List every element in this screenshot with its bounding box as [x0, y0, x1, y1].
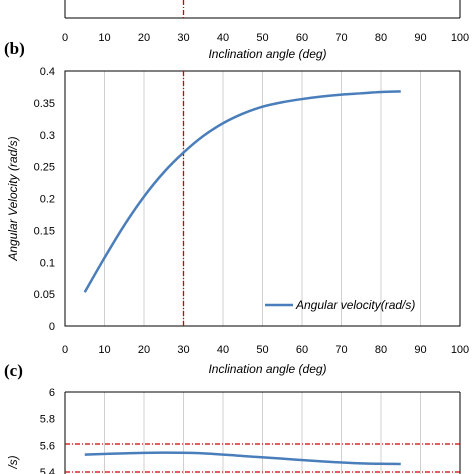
- panel-c-y-tick-label: 5.8: [40, 414, 55, 426]
- panel-b-y-tick-label: 0.05: [34, 289, 55, 301]
- panel-b-x-tick-label: 70: [335, 344, 347, 356]
- panel-b-x-tick-label: 30: [177, 344, 189, 356]
- panel-a-x-tick-label: 60: [296, 32, 308, 44]
- panel-b-x-tick-label: 0: [62, 344, 68, 356]
- panel-c-y-axis-title: /s): [6, 455, 20, 469]
- panel-c-y-tick-label: 6: [49, 387, 55, 399]
- panel-b-legend-label: Angular velocity(rad/s): [295, 298, 415, 312]
- panel-b-y-tick-label: 0.35: [34, 98, 55, 110]
- panel-b-x-tick-label: 50: [256, 344, 268, 356]
- panel-b-y-tick-label: 0.2: [40, 194, 55, 206]
- panel-a-x-tick-label: 40: [217, 32, 229, 44]
- panel-a: 0 10 20 30 40 50 60 70 80 90 100 Inclination angle …: [62, 0, 469, 61]
- panel-a-x-tick-label: 80: [375, 32, 387, 44]
- panel-c-y-tick-label: 5.6: [40, 440, 55, 452]
- panel-a-x-tick-label: 90: [414, 32, 426, 44]
- panel-c-label: (c): [4, 361, 23, 380]
- panel-b-x-tick-label: 10: [98, 344, 110, 356]
- panel-b-plot-frame: [64, 70, 461, 327]
- panel-b-y-tick-label: 0.3: [40, 130, 55, 142]
- panel-a-x-tick-label: 70: [335, 32, 347, 44]
- panel-b: (b) 0 0.05 0.1 0.15 0.2 0.25 0.3 0.35 0.4 0 10 20 30…: [4, 39, 469, 376]
- panel-b-x-tick-label: 100: [451, 344, 469, 356]
- panel-b-label: (b): [4, 39, 25, 58]
- panel-a-x-tick-label: 100: [451, 32, 469, 44]
- panel-b-y-tick-label: 0.15: [34, 225, 55, 237]
- panel-a-x-axis-title: Inclination angle (deg): [208, 47, 326, 61]
- panel-b-series-line: [83, 90, 401, 293]
- panel-b-x-axis-title: Inclination angle (deg): [208, 362, 326, 376]
- panel-b-x-tick-label: 40: [217, 344, 229, 356]
- panel-b-y-tick-label: 0: [49, 321, 55, 333]
- panel-b-x-tick-label: 20: [138, 344, 150, 356]
- panel-b-y-axis-title: Angular Velocity (rad/s): [6, 136, 20, 261]
- panel-c: (c) 5.4 5.6 5.8 6/s): [4, 361, 461, 474]
- panel-c-series-line: [84, 451, 401, 466]
- panel-b-y-tick-label: 0.1: [40, 257, 55, 269]
- panel-a-x-tick-label: 50: [256, 32, 268, 44]
- panel-a-x-tick-label: 10: [98, 32, 110, 44]
- panel-b-x-tick-label: 60: [296, 344, 308, 356]
- panel-a-x-tick-label: 30: [177, 32, 189, 44]
- panel-b-x-tick-label: 90: [414, 344, 426, 356]
- panel-b-y-tick-label: 0.4: [40, 66, 55, 78]
- panel-b-y-tick-label: 0.25: [34, 162, 55, 174]
- panel-b-x-tick-label: 80: [375, 344, 387, 356]
- panel-c-y-tick-label: 5.4: [40, 467, 55, 474]
- panel-a-x-tick-label: 20: [138, 32, 150, 44]
- panel-a-x-tick-label: 0: [62, 32, 68, 44]
